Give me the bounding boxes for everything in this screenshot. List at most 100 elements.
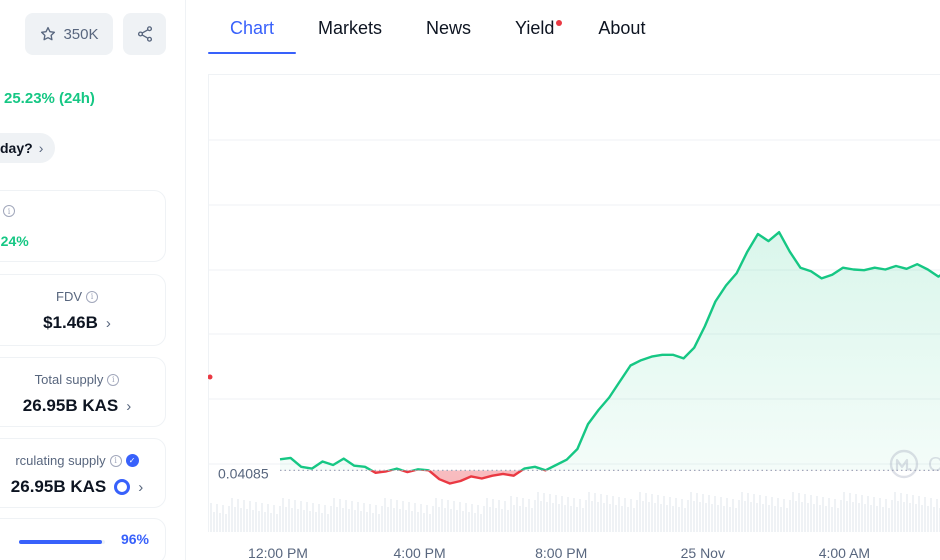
volume-bar bbox=[933, 507, 935, 532]
volume-bar bbox=[831, 507, 833, 532]
volume-bar bbox=[357, 502, 359, 532]
volume-bar bbox=[210, 503, 212, 532]
volume-bar bbox=[732, 499, 734, 532]
volume-bar bbox=[921, 505, 923, 532]
volume-bar bbox=[345, 500, 347, 532]
volume-bar bbox=[582, 508, 584, 532]
volume-bar bbox=[300, 501, 302, 532]
share-icon bbox=[137, 26, 152, 42]
volume-bar bbox=[894, 492, 896, 532]
volume-bar bbox=[261, 503, 263, 532]
volume-bar bbox=[630, 499, 632, 532]
volume-bar bbox=[795, 501, 797, 532]
volume-bar bbox=[612, 496, 614, 532]
volume-bar bbox=[522, 498, 524, 532]
volume-bar bbox=[660, 504, 662, 532]
volume-bar bbox=[528, 499, 530, 532]
volume-bar bbox=[615, 505, 617, 532]
volume-bar bbox=[624, 498, 626, 532]
supply-progress-bar bbox=[19, 540, 105, 544]
volume-bar bbox=[486, 498, 488, 532]
tab-news[interactable]: News bbox=[426, 17, 472, 38]
volume-bar bbox=[834, 499, 836, 532]
volume-bar bbox=[738, 500, 740, 532]
volume-bar bbox=[243, 500, 245, 532]
volume-bar bbox=[807, 503, 809, 532]
volume-bar bbox=[645, 493, 647, 532]
volume-bar bbox=[453, 501, 455, 532]
watchlist-count: 350K bbox=[63, 25, 99, 43]
volume-bar bbox=[699, 502, 701, 532]
volume-bar bbox=[450, 509, 452, 532]
stat-card-fdv[interactable]: FDV i $1.46B › bbox=[0, 274, 166, 346]
volume-bar bbox=[930, 498, 932, 532]
price-area-down bbox=[371, 470, 522, 484]
volume-bar bbox=[570, 506, 572, 532]
price-area-up bbox=[280, 232, 940, 471]
volume-bar bbox=[510, 496, 512, 532]
volume-bar bbox=[714, 496, 716, 532]
x-axis-ticks: 12:00 PM 4:00 PM 8:00 PM 25 Nov 4:00 AM bbox=[248, 545, 870, 560]
volume-bar bbox=[330, 506, 332, 532]
volume-bar bbox=[402, 501, 404, 532]
watchlist-button[interactable]: 350K bbox=[25, 13, 113, 55]
volume-bar bbox=[594, 493, 596, 532]
why-price-chip[interactable]: day? › bbox=[0, 133, 56, 163]
volume-bar bbox=[903, 502, 905, 532]
volume-bar bbox=[276, 514, 278, 532]
volume-bar bbox=[666, 505, 668, 532]
volume-bar bbox=[606, 495, 608, 532]
volume-bar bbox=[540, 501, 542, 532]
notification-dot bbox=[556, 20, 563, 26]
price-chart-svg[interactable]: 12:00 PM 4:00 PM 8:00 PM 25 Nov 4:00 AM C 0.… bbox=[208, 74, 940, 560]
volume-bar bbox=[717, 505, 719, 532]
volume-bar bbox=[270, 513, 272, 532]
volume-bar bbox=[375, 505, 377, 532]
volume-bar bbox=[735, 508, 737, 532]
info-icon[interactable]: i bbox=[3, 205, 15, 217]
share-button[interactable] bbox=[123, 13, 166, 55]
volume-bar bbox=[798, 493, 800, 532]
volume-bar bbox=[687, 500, 689, 532]
price-change-24h: 25.23% (24h) bbox=[4, 90, 95, 107]
tab-markets[interactable]: Markets bbox=[318, 17, 383, 38]
volume-bar bbox=[240, 508, 242, 532]
price-chart[interactable]: 12:00 PM 4:00 PM 8:00 PM 25 Nov 4:00 AM C 0.… bbox=[208, 74, 940, 560]
tab-yield[interactable]: Yield bbox=[493, 0, 576, 56]
stat-card-supply-progress: 96% bbox=[0, 518, 166, 560]
volume-bar bbox=[432, 506, 434, 532]
info-icon[interactable]: i bbox=[107, 373, 120, 386]
svg-text:C: C bbox=[928, 454, 940, 476]
volume-bar bbox=[516, 497, 518, 532]
volume-bar bbox=[672, 506, 674, 532]
volume-bar bbox=[585, 500, 587, 532]
stat-card-total-supply[interactable]: Total supply i 26.95B KAS › bbox=[0, 357, 166, 427]
volume-bar bbox=[822, 497, 824, 532]
volume-bar bbox=[678, 507, 680, 532]
volume-bar bbox=[936, 499, 938, 532]
volume-bar bbox=[576, 507, 578, 532]
stat-card-circulating-supply[interactable]: rculating supply i ✓ 26.95B KAS › bbox=[0, 438, 166, 508]
stat-card-market-cap-change[interactable]: i 5.24% bbox=[0, 190, 166, 262]
volume-bar bbox=[498, 500, 500, 532]
volume-bar bbox=[870, 505, 872, 532]
volume-bar bbox=[441, 499, 443, 532]
info-icon[interactable]: i bbox=[86, 290, 98, 303]
volume-bar bbox=[924, 497, 926, 532]
volume-bar bbox=[654, 503, 656, 532]
volume-bar bbox=[483, 506, 485, 532]
tab-about[interactable]: About bbox=[598, 17, 646, 38]
volume-bar bbox=[324, 505, 326, 532]
volume-bar bbox=[489, 507, 491, 532]
volume-bar bbox=[381, 506, 383, 532]
volume-bar bbox=[393, 508, 395, 532]
volume-bar bbox=[642, 501, 644, 532]
volume-bar bbox=[702, 494, 704, 532]
volume-bar bbox=[588, 492, 590, 532]
volume-bar bbox=[495, 508, 497, 532]
volume-bar bbox=[408, 502, 410, 532]
tab-chart[interactable]: Chart bbox=[208, 0, 297, 56]
volume-bar bbox=[468, 512, 470, 532]
volume-bar bbox=[414, 503, 416, 532]
info-icon[interactable]: i bbox=[109, 454, 122, 467]
